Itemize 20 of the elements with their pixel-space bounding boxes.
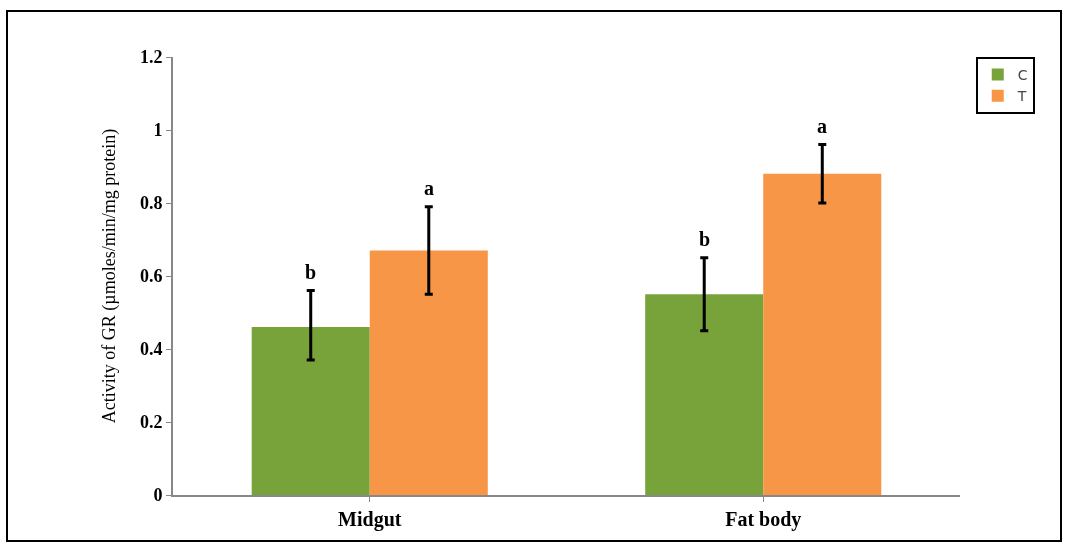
y-tick-label: 0.6 — [139, 266, 163, 287]
bar — [369, 250, 488, 495]
bar — [763, 173, 882, 495]
bar — [251, 327, 370, 495]
annotation: b — [305, 261, 317, 283]
y-tick-label: 0.8 — [139, 193, 163, 214]
y-tick-label: 1 — [153, 120, 163, 141]
y-tick-label: 0.2 — [139, 412, 163, 433]
x-tick-label: Fat body — [725, 508, 802, 531]
bar — [645, 294, 764, 495]
legend-label: C — [1017, 67, 1028, 84]
legend-label: T — [1016, 88, 1027, 105]
annotation: a — [817, 115, 827, 137]
y-axis-title: Activity of GR (µmoles/min/mg protein) — [98, 128, 120, 424]
y-tick-label: 0.4 — [139, 339, 163, 360]
y-tick-label: 0 — [153, 485, 163, 506]
annotation: a — [424, 177, 434, 199]
x-tick-label: Midgut — [338, 508, 402, 531]
y-tick-label: 1.2 — [139, 47, 163, 68]
annotation: b — [699, 228, 711, 250]
